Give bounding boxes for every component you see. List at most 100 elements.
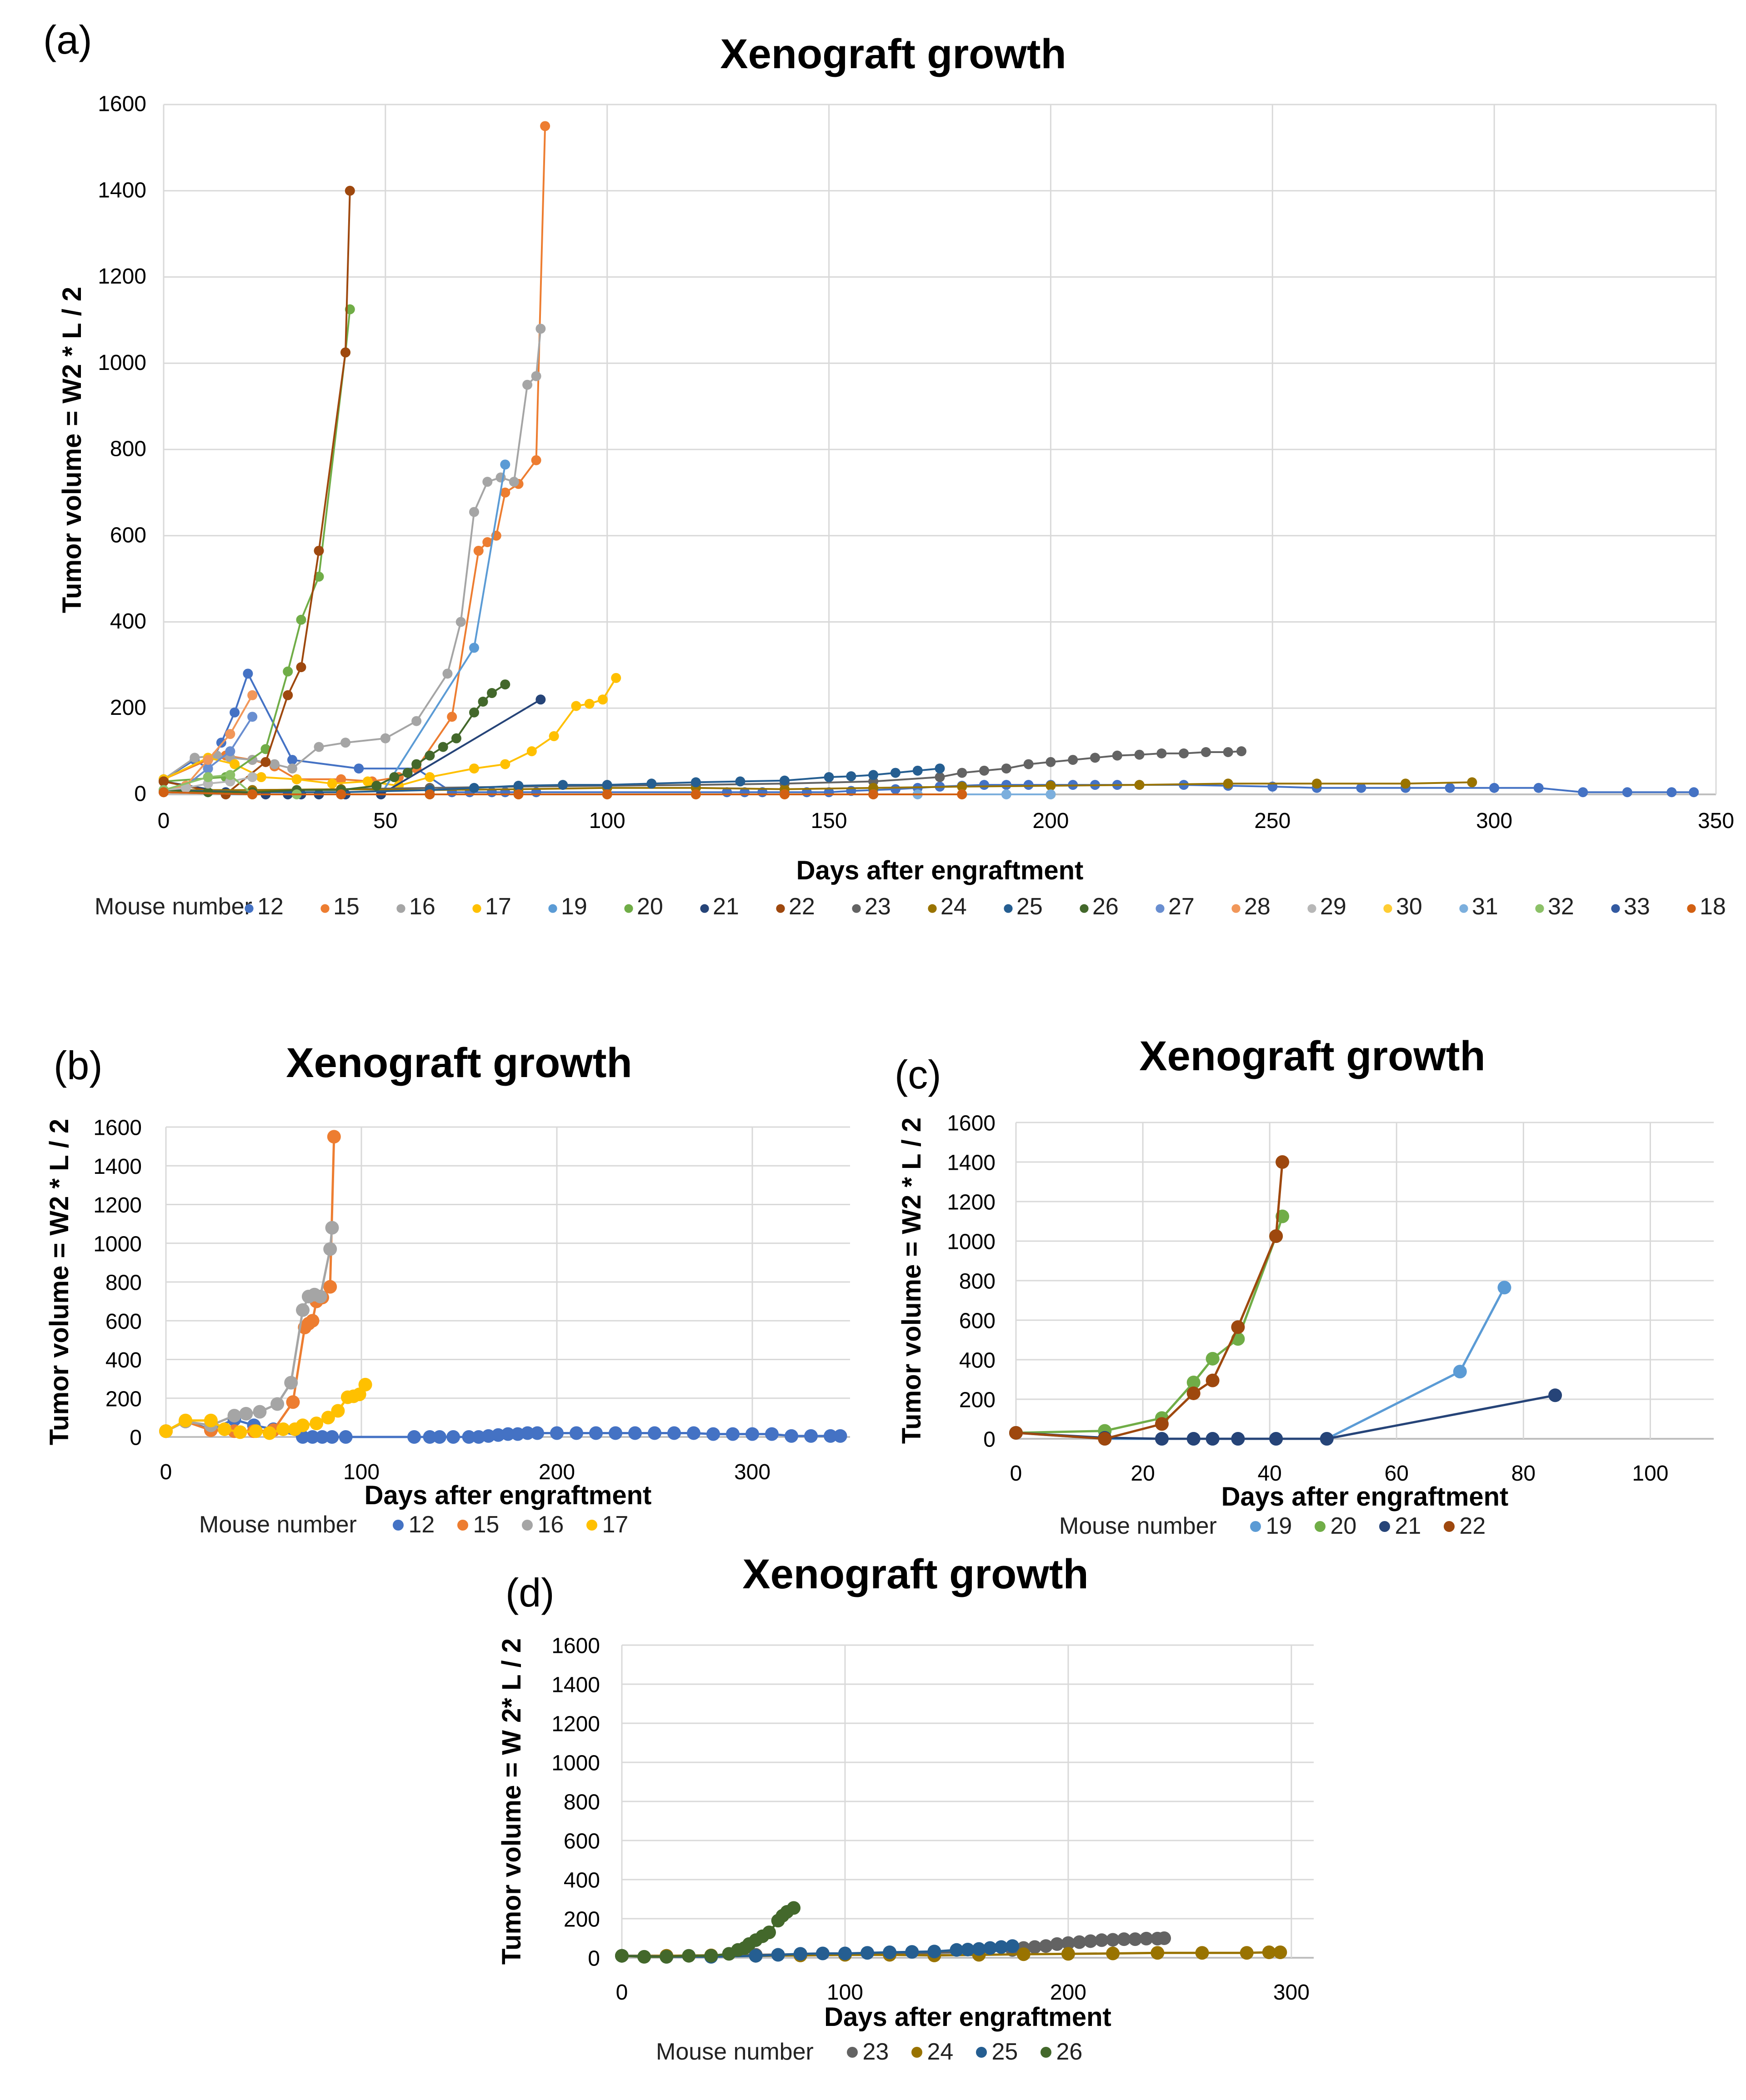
legend-label-15: 15 xyxy=(473,1511,500,1538)
data-point xyxy=(690,789,701,799)
data-point xyxy=(833,1429,847,1443)
data-point xyxy=(793,1947,807,1961)
x-axis-title: Days after engraftment xyxy=(1221,1482,1509,1511)
data-point xyxy=(1445,783,1455,793)
legend-label-23: 23 xyxy=(863,2039,889,2065)
legend-label-21: 21 xyxy=(1395,1513,1421,1539)
x-tick-label: 0 xyxy=(160,1460,172,1484)
series-line-19 xyxy=(1016,1287,1506,1440)
legend-marker-22 xyxy=(1444,1521,1455,1532)
legend-marker-26 xyxy=(1041,2047,1051,2058)
y-tick-label: 1000 xyxy=(947,1230,996,1254)
data-point xyxy=(824,1429,837,1443)
data-point xyxy=(1533,783,1544,793)
legend-marker-17 xyxy=(472,904,481,913)
x-tick-label: 250 xyxy=(1254,809,1291,833)
data-point xyxy=(1206,1373,1220,1387)
legend-marker-15 xyxy=(320,904,330,913)
data-point xyxy=(1001,789,1011,799)
data-point xyxy=(225,746,235,757)
data-point xyxy=(597,694,608,705)
data-point xyxy=(1223,747,1233,758)
y-tick-label: 600 xyxy=(105,1310,142,1334)
legend-label-25: 25 xyxy=(1016,893,1043,920)
data-point xyxy=(159,776,169,787)
data-point xyxy=(260,757,271,767)
x-tick-label: 200 xyxy=(1050,1980,1086,2005)
data-point xyxy=(336,774,346,784)
y-tick-label: 200 xyxy=(959,1388,996,1412)
data-point xyxy=(469,507,479,517)
x-tick-label: 300 xyxy=(1476,809,1512,833)
series-line-16 xyxy=(163,329,542,780)
y-tick-label: 800 xyxy=(564,1791,600,1815)
panel-label: (d) xyxy=(505,1570,555,1615)
data-point xyxy=(190,753,200,763)
legend-label-30: 30 xyxy=(1396,893,1422,920)
legend-marker-28 xyxy=(1231,904,1241,913)
data-point xyxy=(815,1946,830,1960)
data-point xyxy=(482,477,493,487)
data-point xyxy=(1236,746,1246,757)
legend-marker-22 xyxy=(776,904,785,913)
y-tick-label: 1000 xyxy=(93,1232,142,1256)
data-point xyxy=(1155,1417,1169,1431)
data-point xyxy=(247,789,258,799)
data-point xyxy=(482,537,493,547)
data-point xyxy=(1201,747,1211,758)
legend-marker-23 xyxy=(847,2047,858,2058)
data-point xyxy=(270,1397,285,1411)
data-point xyxy=(584,698,595,709)
y-tick-label: 0 xyxy=(134,782,146,806)
data-point xyxy=(1009,1426,1023,1440)
data-point xyxy=(1276,1155,1290,1169)
data-point xyxy=(469,763,479,774)
data-point xyxy=(1467,777,1477,788)
y-tick-label: 800 xyxy=(110,437,146,461)
legend-title: Mouse number xyxy=(199,1511,357,1538)
data-point xyxy=(735,776,745,787)
legend-marker-30 xyxy=(1383,904,1392,913)
legend-label-19: 19 xyxy=(561,893,587,920)
data-point xyxy=(611,673,621,683)
legend-marker-16 xyxy=(396,904,405,913)
data-point xyxy=(957,789,967,799)
data-point xyxy=(1240,1946,1254,1960)
y-tick-label: 1200 xyxy=(551,1712,600,1736)
series-line-15 xyxy=(165,1137,335,1432)
data-point xyxy=(1001,763,1011,774)
data-point xyxy=(354,763,364,774)
y-tick-label: 800 xyxy=(959,1270,996,1294)
data-point xyxy=(589,1426,603,1440)
data-point xyxy=(1046,757,1056,767)
data-point xyxy=(336,789,346,799)
data-point xyxy=(890,768,901,778)
panel-label: (b) xyxy=(54,1043,103,1088)
data-point xyxy=(340,738,351,748)
data-point xyxy=(1578,787,1588,798)
data-point xyxy=(1186,1432,1201,1446)
legend-marker-26 xyxy=(1080,904,1089,913)
data-point xyxy=(957,768,967,778)
data-point xyxy=(1689,787,1699,798)
data-point xyxy=(535,694,546,705)
data-point xyxy=(1311,778,1322,789)
data-point xyxy=(283,666,293,677)
x-tick-label: 100 xyxy=(589,809,625,833)
y-tick-label: 1000 xyxy=(551,1751,600,1776)
data-point xyxy=(787,1901,801,1915)
data-point xyxy=(230,707,240,718)
legend-marker-16 xyxy=(522,1520,533,1531)
x-tick-label: 0 xyxy=(1010,1462,1022,1486)
legend-label-17: 17 xyxy=(485,893,511,920)
legend-marker-19 xyxy=(1250,1521,1261,1532)
data-point xyxy=(726,1427,740,1441)
data-point xyxy=(411,759,422,769)
data-point xyxy=(325,1221,339,1235)
data-point xyxy=(550,1426,564,1440)
legend-label-17: 17 xyxy=(602,1511,629,1538)
data-point xyxy=(1117,1932,1131,1946)
data-point xyxy=(1072,1935,1086,1949)
data-point xyxy=(455,617,466,627)
data-point xyxy=(159,787,169,798)
